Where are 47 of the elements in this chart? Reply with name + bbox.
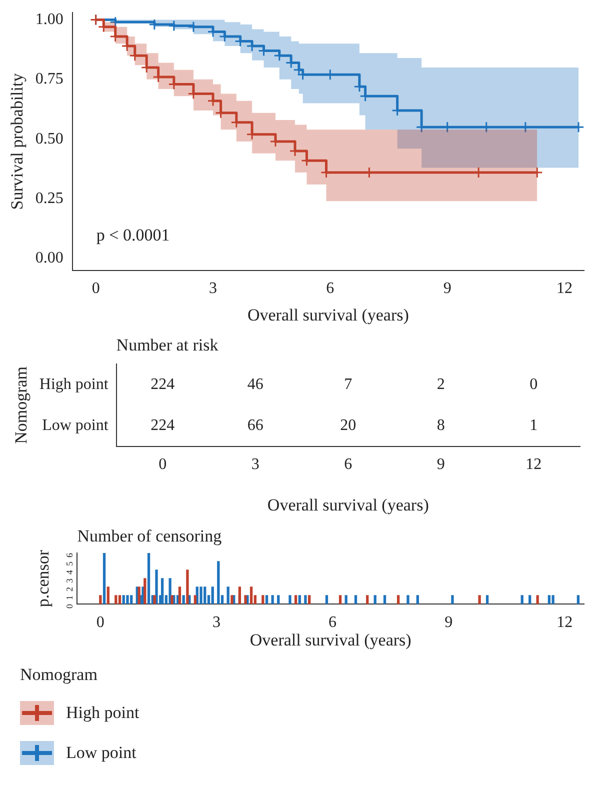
y-tick-label: 3 [64, 578, 75, 583]
annotation: p < 0.0001 [96, 225, 170, 244]
y-tick-label: 4 [64, 570, 75, 574]
y-tick-label: 0.50 [35, 130, 64, 148]
x-tick-label: 0 [158, 456, 167, 474]
data-label: 46 [247, 376, 264, 393]
x-axis-title: Overall survival (years) [250, 630, 412, 650]
x-tick-label: 12 [526, 456, 542, 474]
data-label: 1 [530, 417, 538, 434]
data-label: 7 [344, 376, 352, 393]
x-tick-label: 9 [443, 280, 452, 298]
x-tick-label: 6 [326, 280, 334, 298]
data-label: 8 [436, 417, 445, 434]
x-tick-label: 3 [208, 280, 217, 298]
x-tick-label: 6 [344, 456, 352, 474]
y-tick-label: 2 [64, 587, 75, 592]
data-label: 66 [247, 417, 264, 434]
x-tick-label: 12 [556, 614, 573, 631]
chart-title: Number at risk [116, 335, 219, 354]
y-tick-label: 0.25 [35, 190, 64, 207]
y-tick-label: 6 [64, 552, 75, 558]
chart-title: Number of censoring [77, 526, 222, 546]
y-axis-title: Nomogram [12, 366, 31, 444]
y-tick-label: 0.75 [35, 70, 64, 88]
x-axis-title: Overall survival (years) [247, 305, 409, 324]
data-label: 224 [150, 417, 175, 434]
x-tick-label: 9 [436, 456, 445, 474]
y-axis-title: p.censor [34, 550, 53, 608]
legend-title: Nomogram [20, 665, 98, 685]
y-axis-title: Survival probability [8, 72, 27, 210]
y-tick-label: 1 [64, 596, 75, 600]
x-tick-label: 6 [328, 614, 337, 631]
y-tick-label: High point [39, 376, 109, 393]
data-label: 20 [340, 417, 356, 434]
y-tick-label: 0 [64, 604, 75, 608]
x-tick-label: 3 [251, 456, 260, 474]
x-tick-label: 9 [444, 614, 453, 631]
x-axis-title: Overall survival (years) [267, 495, 429, 514]
y-tick-label: 0.00 [35, 250, 64, 267]
y-tick-label: Low point [42, 417, 109, 434]
y-tick-label: 1.00 [35, 10, 64, 28]
data-label: 0 [530, 376, 538, 393]
y-tick-label: 5 [64, 561, 75, 566]
data-label: 224 [150, 376, 175, 393]
data-label: 2 [436, 376, 445, 393]
x-tick-label: 12 [556, 280, 572, 298]
x-tick-label: 3 [212, 614, 220, 631]
